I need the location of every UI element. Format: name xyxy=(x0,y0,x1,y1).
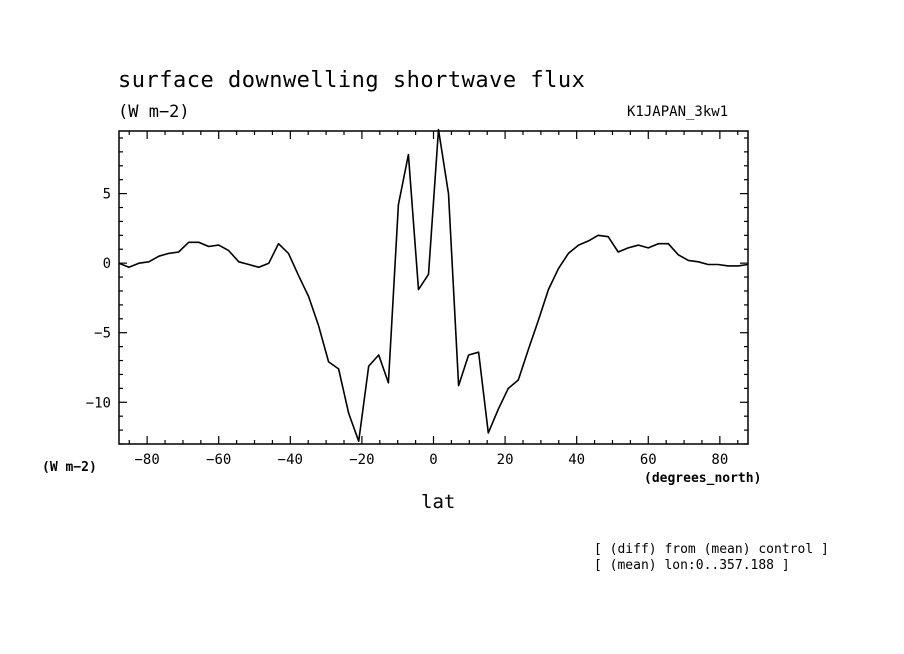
y-tick-label: 0 xyxy=(103,256,111,272)
y-tick-label: −5 xyxy=(94,326,111,342)
axis-tick-labels: −80 −60 −40 −20 0 20 40 60 80 −10 −5 0 5 xyxy=(86,187,729,468)
plot-frame xyxy=(118,130,749,445)
chart-units: (W m−2) xyxy=(118,102,190,122)
x-tick-label: 0 xyxy=(429,452,437,468)
x-tick-label: 20 xyxy=(497,452,514,468)
x-tick-label: −60 xyxy=(206,452,231,468)
y-tick-label: −10 xyxy=(86,395,111,411)
y-tick-label: 5 xyxy=(103,187,111,203)
x-axis-unit-label: (degrees_north) xyxy=(644,471,762,486)
x-tick-label: −80 xyxy=(134,452,159,468)
annotation-2: [ (mean) lon:0..357.188 ] xyxy=(594,558,790,573)
x-tick-label: −40 xyxy=(278,452,303,468)
x-tick-label: 40 xyxy=(568,452,585,468)
x-axis-label: lat xyxy=(421,491,456,513)
series-line xyxy=(118,128,749,442)
chart-title: surface downwelling shortwave flux xyxy=(118,68,586,93)
annotation-1: [ (diff) from (mean) control ] xyxy=(594,542,829,557)
y-axis-label: (W m−2) xyxy=(42,460,97,475)
run-label: K1JAPAN_3kw1 xyxy=(627,104,729,120)
x-tick-label: 60 xyxy=(640,452,657,468)
axis-ticks xyxy=(119,131,748,445)
x-tick-label: 80 xyxy=(711,452,728,468)
x-tick-label: −20 xyxy=(349,452,374,468)
